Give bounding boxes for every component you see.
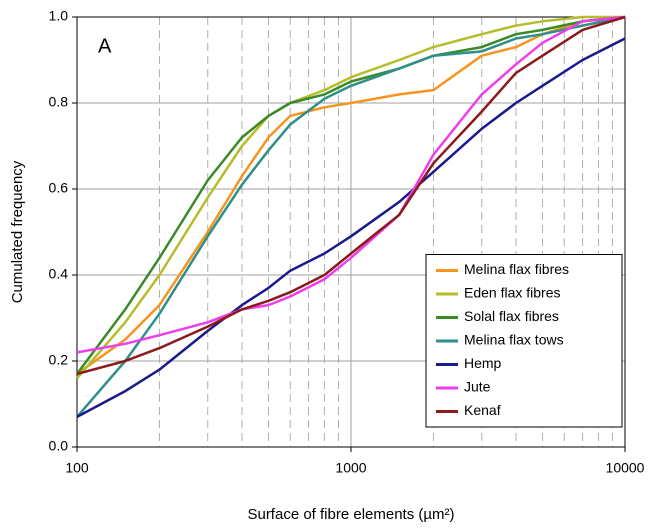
series-line: [76, 15, 625, 380]
legend-label: Eden flax fibres: [464, 285, 561, 301]
y-tick-label: 1.0: [49, 8, 69, 24]
legend-label: Kenaf: [464, 402, 501, 418]
series-line: [76, 37, 626, 419]
y-tick-label: 0.2: [49, 352, 69, 368]
y-tick-label: 0.6: [49, 180, 69, 196]
y-axis-label: Cumulated frequency: [9, 160, 26, 303]
legend: Melina flax fibres Eden flax fibres Solal …: [425, 254, 623, 428]
series-line: [76, 15, 626, 418]
y-tick-label: 0.0: [49, 438, 69, 454]
legend-label: Jute: [464, 379, 491, 395]
x-tick-label: 1000: [335, 460, 366, 476]
y-tick-label: 0.4: [49, 266, 69, 282]
legend-box: [425, 254, 623, 428]
legend-label: Solal flax fibres: [464, 308, 559, 324]
series-line: [76, 15, 626, 376]
x-tick-label: 10000: [606, 460, 645, 476]
legend-label: Melina flax tows: [464, 332, 564, 348]
x-tick-label: 100: [65, 460, 89, 476]
panel-label: A: [98, 35, 112, 57]
y-tick-label: 0.8: [49, 94, 69, 110]
legend-label: Melina flax fibres: [464, 261, 569, 277]
x-axis-label: Surface of fibre elements (µm²): [247, 506, 454, 523]
series-line: [76, 15, 626, 375]
plot-frame: [76, 16, 626, 448]
series-line: [76, 15, 626, 354]
legend-label: Hemp: [464, 355, 502, 371]
series-line: [75, 15, 626, 375]
